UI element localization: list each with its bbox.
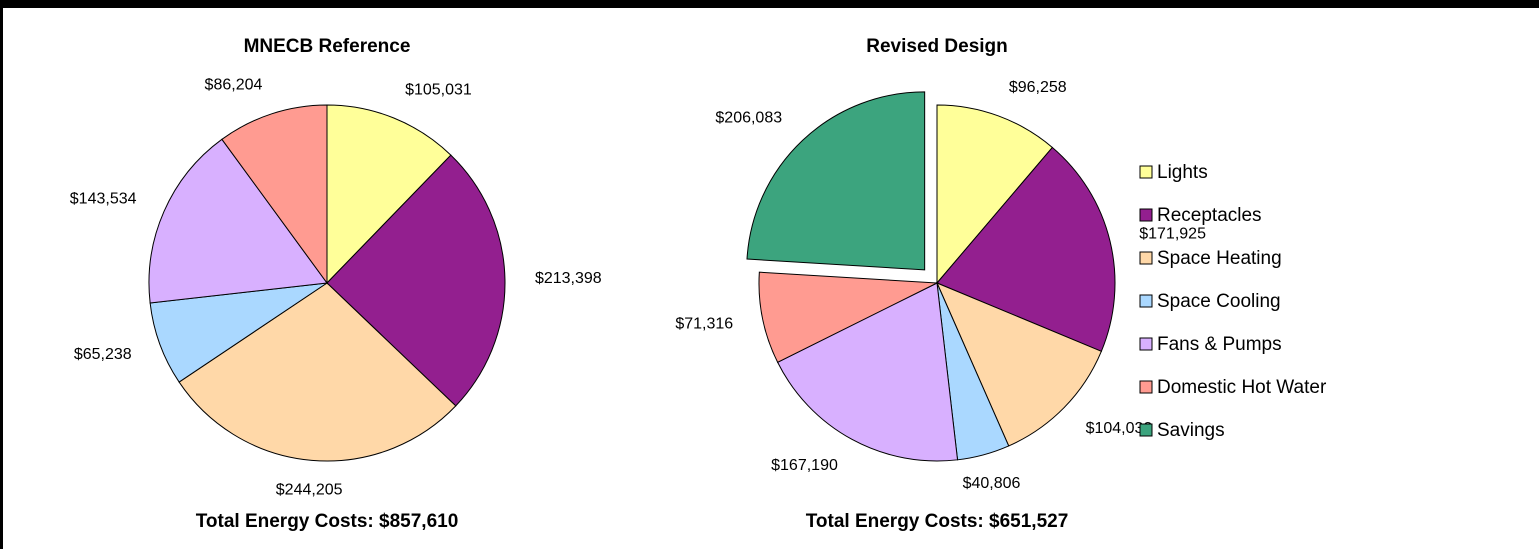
legend-label: Domestic Hot Water	[1157, 377, 1327, 398]
top-border	[0, 0, 1539, 8]
value-label: $244,205	[276, 481, 343, 498]
value-label: $65,238	[74, 346, 132, 363]
legend-label: Lights	[1157, 162, 1208, 183]
slice	[221, 104, 328, 285]
slice	[936, 104, 1054, 285]
legend-swatch	[1139, 380, 1153, 394]
value-label: $104,032	[1086, 420, 1153, 437]
slice	[178, 282, 457, 462]
legend-label: Space Heating	[1157, 248, 1282, 269]
chart-title: Revised Design	[866, 36, 1008, 57]
legend-swatch	[1139, 294, 1153, 308]
legend-swatch	[1139, 337, 1153, 351]
value-label: $213,398	[535, 270, 602, 287]
slice	[936, 146, 1116, 352]
value-label: $96,258	[1009, 79, 1067, 96]
legend-swatch	[1139, 423, 1153, 437]
footer: Total Energy Costs: $857,610	[196, 511, 459, 532]
value-label: $86,204	[205, 77, 263, 94]
value-label: $171,925	[1139, 226, 1206, 243]
chart-title: MNECB Reference	[244, 36, 411, 57]
left-border	[0, 0, 3, 549]
legend-label: Fans & Pumps	[1157, 334, 1282, 355]
footer: Total Energy Costs: $651,527	[806, 511, 1069, 532]
slice	[936, 282, 1103, 447]
value-label: $206,083	[715, 110, 782, 127]
legend-swatch	[1139, 208, 1153, 222]
value-label: $105,031	[405, 81, 472, 98]
legend-label: Space Cooling	[1157, 291, 1281, 312]
legend-label: Receptacles	[1157, 205, 1262, 226]
legend-swatch	[1139, 165, 1153, 179]
slice	[326, 154, 506, 407]
slice	[776, 282, 959, 462]
legend-label: Savings	[1157, 420, 1225, 441]
slice	[148, 138, 328, 304]
value-label: $143,534	[70, 191, 137, 208]
slice	[758, 271, 939, 363]
value-label: $40,806	[963, 475, 1021, 492]
value-label: $71,316	[675, 316, 733, 333]
slice	[746, 91, 926, 271]
slice	[326, 104, 452, 285]
value-label: $167,190	[771, 457, 838, 474]
legend-swatch	[1139, 251, 1153, 265]
